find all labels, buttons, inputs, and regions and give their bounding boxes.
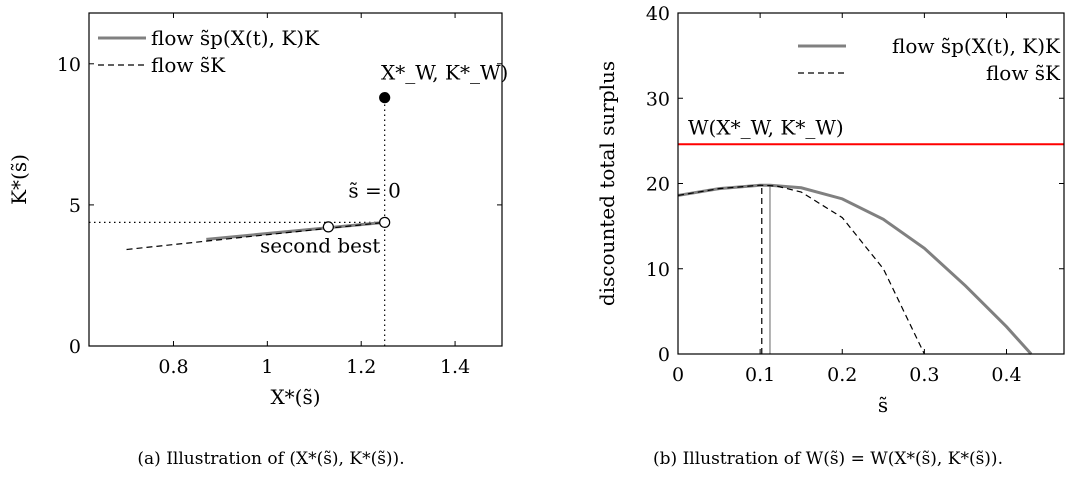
x-tick-label-b: 0.3 (909, 364, 939, 386)
x-tick-label-b: 0 (672, 364, 684, 386)
x-axis-title-b: s̃ (878, 393, 888, 417)
legend-label-a: flow s̃K (151, 53, 226, 77)
series-line-dashed (677, 184, 925, 355)
legend-label-b: flow s̃K (986, 61, 1061, 85)
series-line-dashed (126, 221, 385, 251)
y-tick-label-b: 20 (646, 174, 670, 196)
series-line-gray (206, 220, 385, 241)
x-tick-label-a: 1.2 (346, 356, 376, 378)
caption-b: (b) Illustration of W(s̃) = W(X*(s̃), K*… (653, 449, 1003, 469)
x-tick-label-b: 0.4 (991, 364, 1021, 386)
y-tick-label-b: 10 (646, 259, 670, 281)
annotation-s-zero: s̃ = 0 (348, 178, 400, 202)
plot-frame-a (88, 12, 503, 347)
series-line-gray (677, 183, 1033, 356)
y-tick-label-b: 0 (658, 344, 670, 366)
annotation-second-best: second best (260, 233, 380, 257)
y-axis-title-b: discounted total surplus (595, 61, 619, 306)
y-tick-label-b: 40 (646, 3, 670, 25)
x-tick-label-a: 1.4 (440, 356, 470, 378)
x-axis-title-a: X*(s̃) (270, 385, 320, 409)
y-tick-label-a: 5 (69, 195, 81, 217)
y-tick-label-a: 0 (69, 336, 81, 358)
hline-label: W(X*_W, K*_W) (688, 115, 844, 139)
x-tick-label-a: 0.8 (158, 356, 188, 378)
y-axis-title-a: K*(s̃) (7, 154, 31, 205)
chart-panel-b: 0 0.1 0.2 0.3 0.4 0 10 20 30 40 flow s̃p(X(t), K)… (595, 3, 1065, 469)
legend-b: flow s̃p(X(t), K)K flow s̃K (798, 34, 1061, 85)
legend-a: flow s̃p(X(t), K)K flow s̃K (98, 26, 320, 77)
x-tick-label-a: 1 (261, 356, 273, 378)
y-tick-label-b: 30 (646, 88, 670, 110)
legend-label-b: flow s̃p(X(t), K)K (892, 34, 1061, 58)
point-marker (322, 221, 334, 233)
point-marker (379, 92, 391, 104)
annotation-welfare-point: X*_W, K*_W) (381, 61, 508, 85)
point-marker (379, 216, 391, 228)
x-tick-label-b: 0.2 (827, 364, 857, 386)
legend-label-a: flow s̃p(X(t), K)K (151, 26, 320, 50)
caption-a: (a) Illustration of (X*(s̃), K*(s̃)). (137, 449, 404, 469)
y-tick-label-a: 10 (57, 54, 81, 76)
x-tick-label-b: 0.1 (745, 364, 775, 386)
